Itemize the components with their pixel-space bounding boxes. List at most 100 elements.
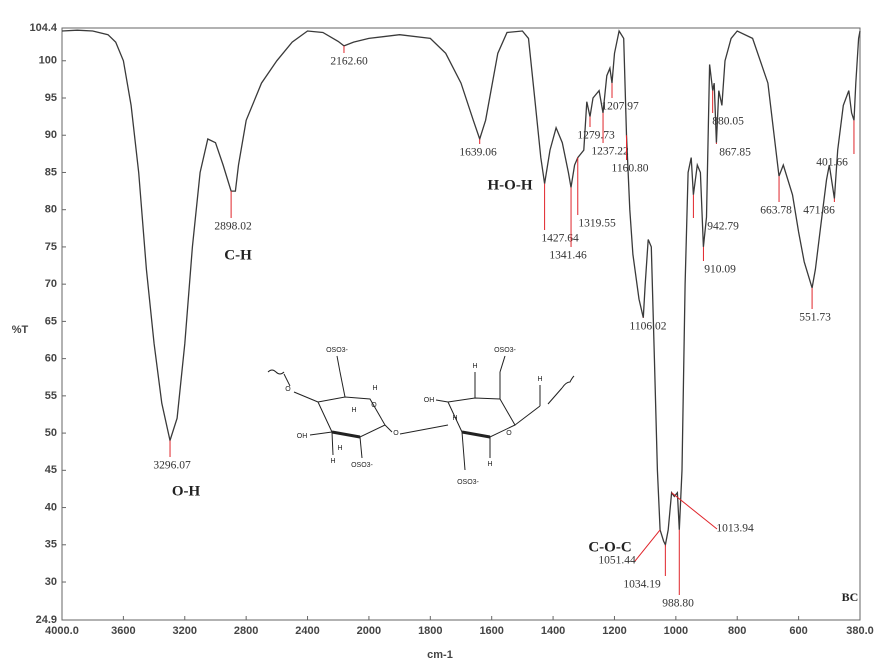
bond: [283, 373, 291, 387]
bond: [514, 405, 541, 426]
y-tick-label: 85: [45, 166, 57, 178]
peak-label: 880.05: [712, 116, 744, 128]
peak-marker: [634, 529, 661, 562]
bond: [561, 375, 575, 389]
peak-label: 1106.02: [630, 321, 667, 333]
peak-label: 1279.73: [577, 130, 615, 142]
atom-label: OH: [424, 397, 435, 404]
peak-label: 2162.60: [330, 56, 368, 68]
y-tick-label: 104.4: [29, 22, 57, 34]
peak-label: 867.85: [719, 147, 751, 159]
bond: [384, 424, 393, 433]
bond: [293, 391, 319, 403]
bond: [399, 424, 449, 435]
bond: [339, 371, 346, 398]
x-tick-label: 4000.0: [45, 625, 79, 637]
y-tick-label: 95: [45, 92, 57, 104]
bond: [461, 431, 466, 471]
x-tick-label: 2000: [357, 625, 381, 637]
peak-marker: [671, 492, 718, 530]
y-tick-label: 70: [45, 278, 57, 290]
atom-label: O: [371, 402, 377, 409]
x-tick-label: 1200: [602, 625, 626, 637]
y-tick-label: 75: [45, 241, 57, 253]
x-tick-label: 2800: [234, 625, 258, 637]
y-tick-label: 60: [45, 353, 57, 365]
peak-label: 2898.02: [214, 221, 252, 233]
atom-label: OSO3-: [457, 479, 479, 486]
y-tick-label: 24.9: [36, 614, 57, 626]
x-tick-label: 800: [728, 625, 746, 637]
y-tick-label: 55: [45, 390, 57, 402]
x-tick-label: 600: [789, 625, 807, 637]
x-axis-label: cm-1: [427, 649, 453, 661]
bond: [499, 355, 506, 373]
plot-frame: [61, 27, 861, 621]
peak-label: 942.79: [707, 221, 739, 233]
y-tick-label: 45: [45, 464, 57, 476]
group-label: C-H: [224, 247, 252, 263]
bond: [309, 431, 333, 436]
bond: [331, 431, 334, 456]
bond: [267, 369, 285, 375]
bond: [461, 430, 491, 439]
atom-label: H: [330, 458, 335, 465]
x-tick-label: 1800: [418, 625, 442, 637]
y-tick-label: 30: [45, 576, 57, 588]
molecule: [267, 355, 575, 471]
atom-label: OSO3-: [494, 347, 516, 354]
y-tick-label: 100: [39, 55, 57, 67]
x-tick-label: 2400: [295, 625, 319, 637]
y-tick-label: 65: [45, 315, 57, 327]
atom-label: H: [537, 376, 542, 383]
peak-label: 1034.19: [623, 579, 661, 591]
peak-label: 1207.97: [601, 101, 639, 113]
spectrum-line: [61, 29, 861, 547]
peak-label: 1237.22: [591, 146, 629, 158]
bond: [331, 430, 361, 439]
peak-label: 401.66: [816, 157, 848, 169]
peak-label: 1013.94: [716, 523, 754, 535]
ring: [447, 397, 516, 438]
peak-label: 988.80: [662, 598, 694, 610]
atom-label: O: [506, 430, 512, 437]
sample-label: BC: [842, 590, 859, 604]
peak-label: 1341.46: [549, 250, 587, 262]
y-tick-label: 40: [45, 501, 57, 513]
x-tick-label: 3200: [173, 625, 197, 637]
atom-label: O: [393, 430, 399, 437]
peak-label: 1639.06: [459, 147, 497, 159]
bond: [359, 436, 363, 459]
y-tick-label: 35: [45, 539, 57, 551]
peak-label: 1319.55: [578, 218, 616, 230]
peak-label: 663.78: [760, 205, 792, 217]
atom-label: H: [337, 445, 342, 452]
atom-label: OSO3-: [351, 462, 373, 469]
x-tick-label: 1400: [541, 625, 565, 637]
peak-label: 3296.07: [153, 460, 191, 472]
y-tick-label: 50: [45, 427, 57, 439]
group-label: H-O-H: [488, 177, 533, 193]
atom-label: OSO3-: [326, 347, 348, 354]
bond: [547, 387, 563, 405]
peak-label: 910.09: [704, 264, 736, 276]
y-axis-label: %T: [12, 324, 29, 336]
peak-label: 551.73: [799, 312, 831, 324]
atom-label: H: [452, 415, 457, 422]
y-tick-label: 80: [45, 204, 57, 216]
x-tick-label: 3600: [111, 625, 135, 637]
x-tick-label: 380.0: [846, 625, 874, 637]
x-tick-label: 1600: [479, 625, 503, 637]
y-tick-label: 90: [45, 129, 57, 141]
bond: [336, 355, 341, 373]
bond: [435, 399, 449, 403]
atom-label: O: [285, 386, 291, 393]
atom-label: H: [487, 461, 492, 468]
group-label: C-O-C: [588, 539, 631, 555]
group-label: O-H: [172, 483, 201, 499]
atom-label: OH: [297, 433, 308, 440]
atom-label: H: [372, 385, 377, 392]
atom-label: H: [472, 363, 477, 370]
peak-label: 1051.44: [598, 555, 636, 567]
